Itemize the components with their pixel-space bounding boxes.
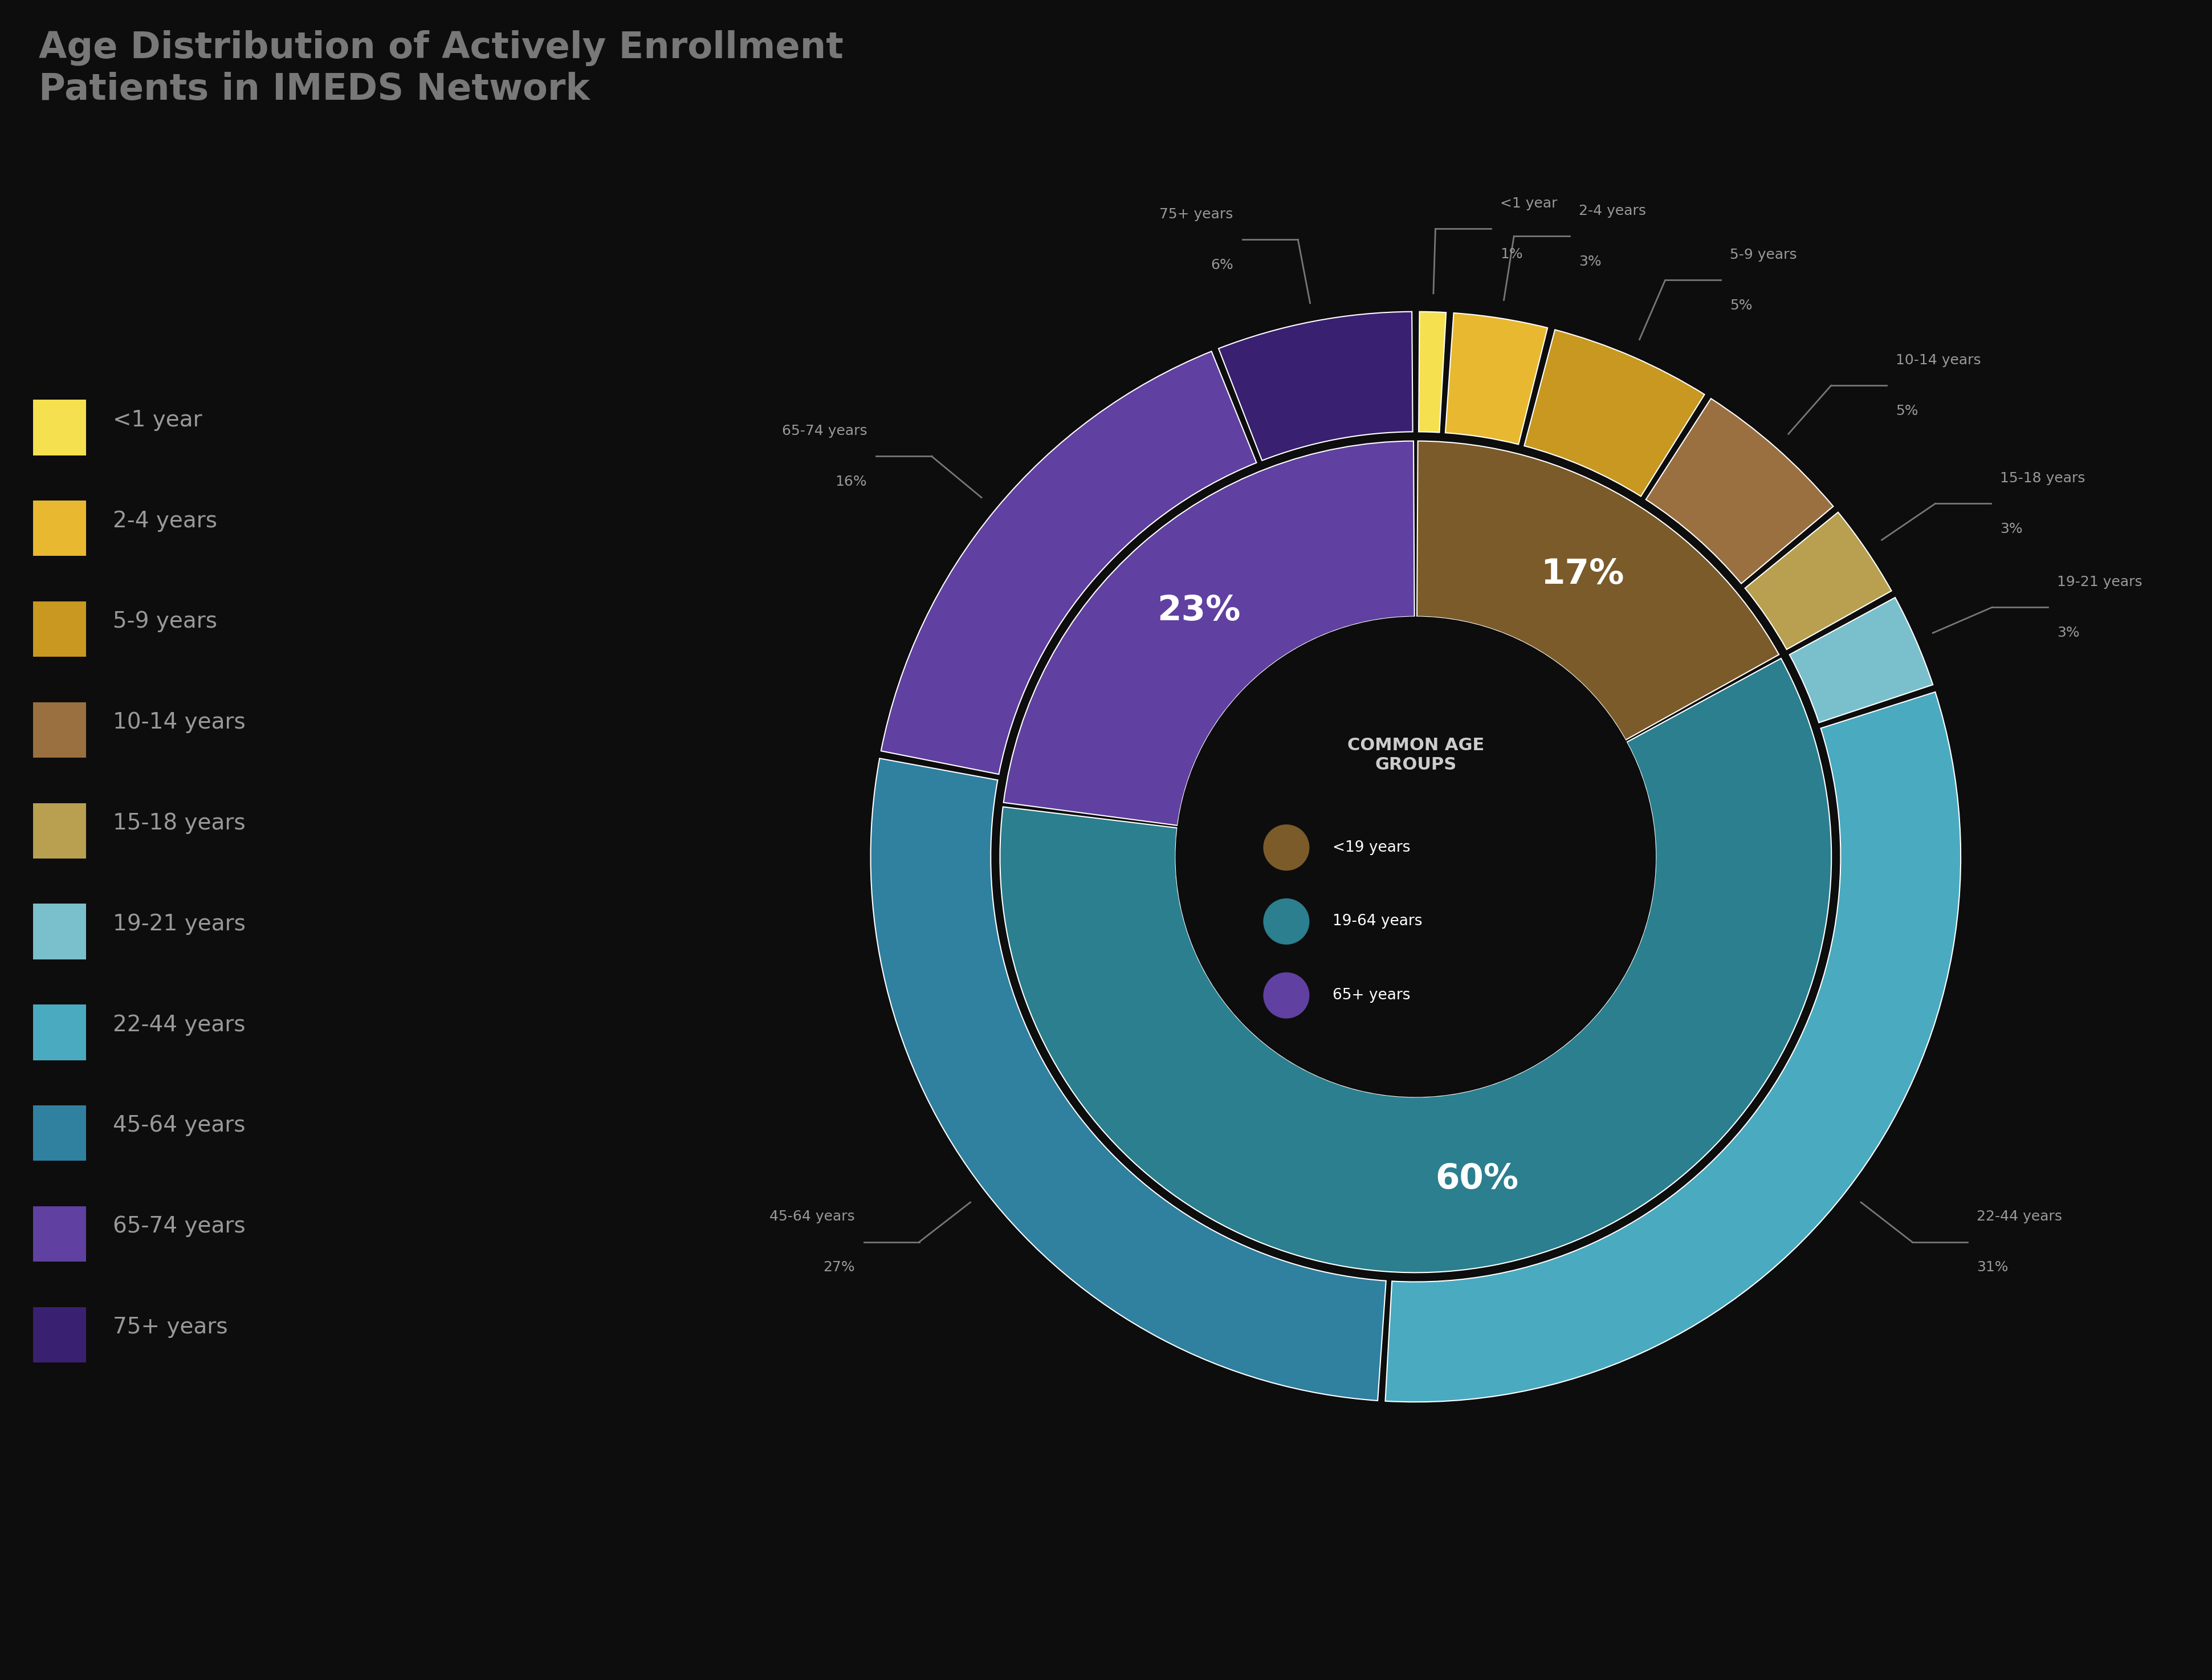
Text: 5-9 years: 5-9 years [1730, 249, 1796, 262]
Text: Age Distribution of Actively Enrollment
Patients in IMEDS Network: Age Distribution of Actively Enrollment … [40, 30, 843, 108]
Wedge shape [1745, 512, 1891, 650]
Text: 65-74 years: 65-74 years [781, 423, 867, 438]
Text: 15-18 years: 15-18 years [2000, 472, 2086, 486]
Text: 65-74 years: 65-74 years [113, 1216, 246, 1236]
Wedge shape [880, 351, 1256, 774]
Text: 3%: 3% [2000, 522, 2022, 536]
Text: 45-64 years: 45-64 years [770, 1210, 854, 1223]
Text: 5-9 years: 5-9 years [113, 612, 217, 632]
Text: 17%: 17% [1542, 558, 1624, 591]
Text: 23%: 23% [1157, 595, 1241, 628]
Circle shape [1263, 973, 1310, 1018]
Text: 5%: 5% [1896, 403, 1918, 418]
Circle shape [1175, 617, 1657, 1097]
Text: 3%: 3% [2057, 625, 2079, 640]
Text: 27%: 27% [823, 1260, 854, 1273]
Wedge shape [1385, 692, 1960, 1401]
Circle shape [1263, 825, 1310, 870]
Wedge shape [1219, 312, 1413, 460]
Text: <1 year: <1 year [113, 410, 201, 430]
Text: 19-21 years: 19-21 years [2057, 575, 2141, 588]
Text: 31%: 31% [1978, 1260, 2008, 1273]
Text: 75+ years: 75+ years [1159, 207, 1234, 222]
Text: 75+ years: 75+ years [113, 1317, 228, 1337]
Text: 10-14 years: 10-14 years [1896, 353, 1982, 366]
Text: 10-14 years: 10-14 years [113, 712, 246, 732]
Bar [33, 803, 86, 858]
Text: 6%: 6% [1210, 259, 1234, 272]
Text: 1%: 1% [1500, 247, 1522, 260]
Text: 16%: 16% [836, 475, 867, 489]
Bar [33, 601, 86, 657]
Text: 5%: 5% [1730, 299, 1752, 312]
Bar [33, 904, 86, 959]
Text: COMMON AGE
GROUPS: COMMON AGE GROUPS [1347, 738, 1484, 773]
Text: 65+ years: 65+ years [1332, 988, 1411, 1003]
Wedge shape [1790, 598, 1933, 722]
Bar [33, 1206, 86, 1262]
Text: 45-64 years: 45-64 years [113, 1116, 246, 1136]
Bar [33, 702, 86, 758]
Text: 19-64 years: 19-64 years [1332, 914, 1422, 929]
Wedge shape [1000, 659, 1832, 1272]
Text: 15-18 years: 15-18 years [113, 813, 246, 833]
Wedge shape [1418, 442, 1778, 739]
Wedge shape [1444, 312, 1548, 445]
Wedge shape [1418, 312, 1447, 432]
Text: 2-4 years: 2-4 years [113, 511, 217, 531]
Wedge shape [1524, 329, 1705, 496]
Bar [33, 1105, 86, 1161]
Bar [33, 1307, 86, 1362]
Text: 22-44 years: 22-44 years [113, 1015, 246, 1035]
Wedge shape [872, 758, 1387, 1401]
Text: 2-4 years: 2-4 years [1579, 203, 1646, 218]
Text: <19 years: <19 years [1332, 840, 1411, 855]
Text: 19-21 years: 19-21 years [113, 914, 246, 934]
Bar [33, 1005, 86, 1060]
Text: <1 year: <1 year [1500, 197, 1557, 210]
Wedge shape [1004, 442, 1413, 825]
Text: 22-44 years: 22-44 years [1978, 1210, 2062, 1223]
Text: 3%: 3% [1579, 255, 1601, 269]
Bar [33, 400, 86, 455]
Bar [33, 501, 86, 556]
Circle shape [1263, 899, 1310, 944]
Text: 60%: 60% [1436, 1163, 1520, 1196]
Wedge shape [1646, 398, 1834, 583]
